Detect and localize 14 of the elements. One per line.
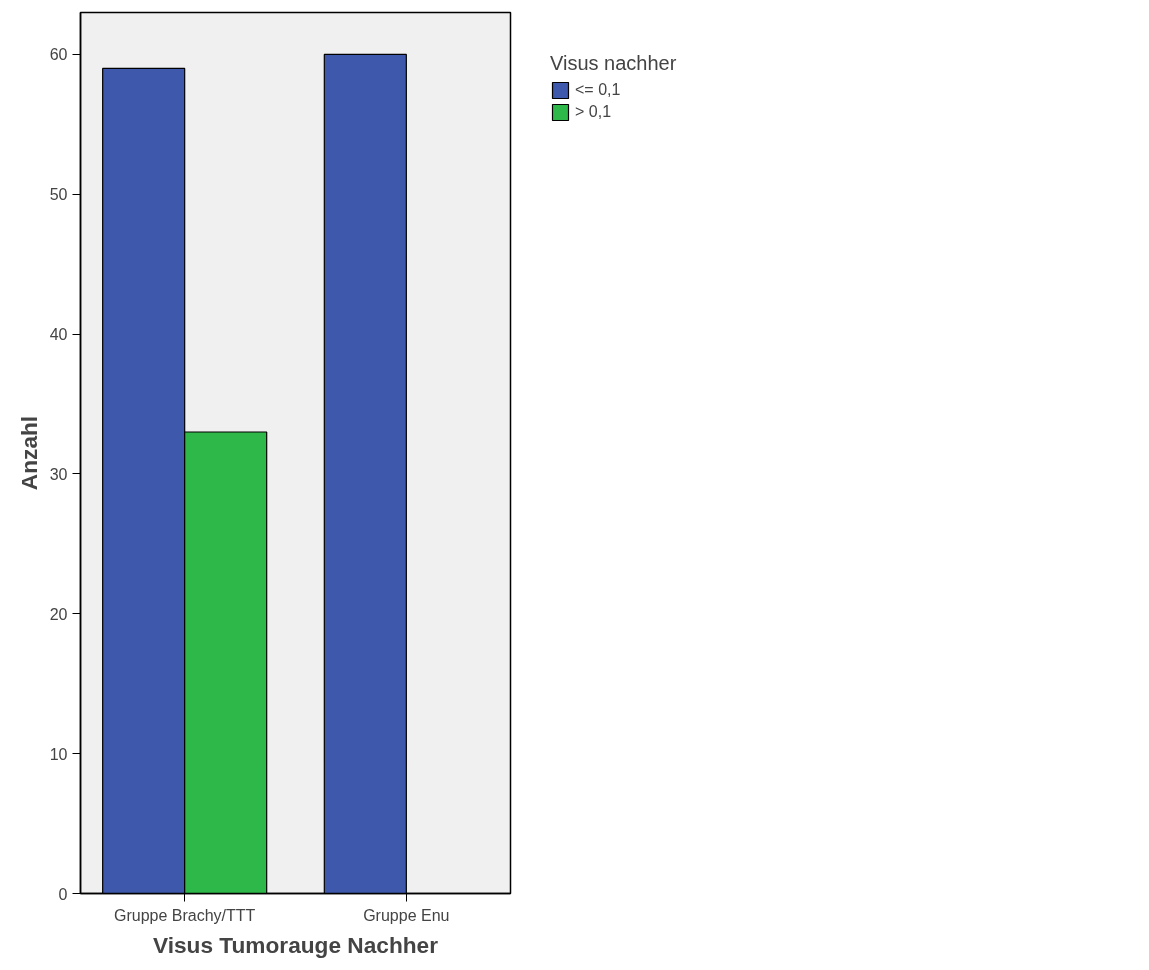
x-tick-label: Gruppe Brachy/TTT — [113, 906, 256, 924]
y-tick-label: 30 — [49, 465, 68, 483]
y-tick-label: 20 — [49, 605, 68, 623]
x-axis-title: Visus Tumorauge Nachher — [153, 931, 439, 958]
legend-label: > 0,1 — [575, 103, 612, 121]
y-tick-label: 40 — [49, 326, 68, 344]
legend-title: Visus nachher — [550, 52, 677, 75]
y-tick-label: 10 — [49, 745, 68, 763]
legend-label: <= 0,1 — [575, 81, 621, 99]
y-tick-label: 0 — [58, 885, 68, 903]
y-axis-title: Anzahl — [15, 415, 42, 491]
x-tick-label: Gruppe Enu — [363, 906, 450, 924]
y-tick-label: 60 — [49, 46, 68, 64]
y-tick-label: 50 — [49, 186, 68, 204]
